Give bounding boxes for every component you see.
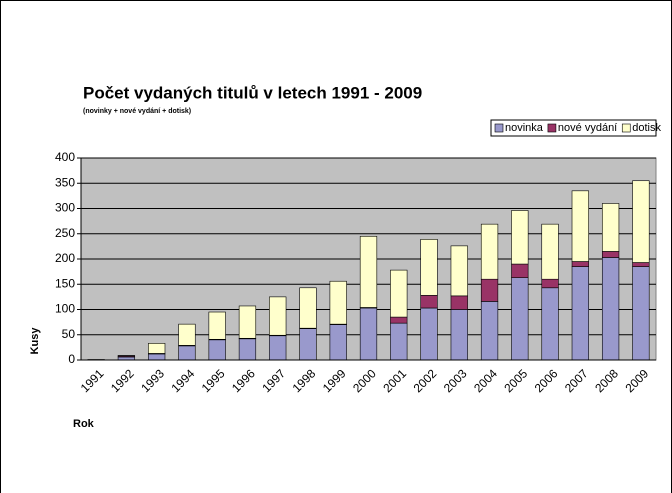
- bar-segment: [420, 239, 438, 296]
- y-tick-label: 300: [55, 201, 75, 215]
- bar-segment: [541, 287, 559, 361]
- x-tick-label: 1996: [229, 366, 258, 395]
- bar-segment: [480, 301, 499, 361]
- bar-segment: [208, 339, 226, 361]
- bar-segment: [390, 322, 408, 361]
- bar-segment: [450, 309, 468, 361]
- x-tick-label: 2000: [350, 366, 379, 395]
- chart-subtitle: (novinky + nové vydání + dotisk): [83, 108, 191, 115]
- x-tick-label: 2001: [380, 366, 409, 395]
- legend-swatch: [547, 123, 557, 133]
- bar-segment: [601, 251, 620, 258]
- x-tick-label: 2004: [471, 366, 500, 395]
- legend-label: dotisk: [632, 122, 661, 134]
- bar-segment: [601, 257, 620, 361]
- bar-segment: [541, 223, 559, 280]
- bar-segment: [541, 278, 559, 289]
- bar-segment: [480, 278, 499, 302]
- bar-segment: [450, 295, 468, 310]
- x-tick-label: 1993: [138, 366, 167, 395]
- bar-segment: [480, 223, 499, 280]
- y-axis-label: Kusy: [29, 327, 41, 355]
- x-tick-label: 2002: [411, 366, 440, 395]
- y-tick-label: 350: [55, 175, 75, 189]
- y-tick-label: 50: [62, 327, 76, 341]
- y-tick-label: 200: [55, 251, 75, 265]
- legend-label: novinka: [505, 122, 544, 134]
- legend-swatch: [494, 123, 504, 133]
- bar-segment: [299, 287, 317, 329]
- bar-segment: [571, 266, 589, 361]
- bar-segment: [208, 311, 226, 340]
- legend-box: [490, 119, 657, 137]
- bar-segment: [329, 280, 347, 325]
- x-tick-label: 2008: [592, 366, 621, 395]
- x-tick-label: 1995: [199, 366, 228, 395]
- bar-segment: [632, 180, 650, 263]
- bar-segment: [238, 305, 257, 339]
- bar-segment: [601, 203, 620, 252]
- y-tick-label: 150: [55, 276, 75, 290]
- bar-segment: [632, 262, 650, 267]
- bar-segment: [148, 353, 166, 361]
- x-tick-label: 1994: [169, 366, 198, 395]
- x-tick-label: 2007: [562, 366, 591, 395]
- bar-segment: [178, 345, 196, 361]
- legend-label: nové vydání: [558, 122, 617, 134]
- bar-segment: [571, 190, 589, 262]
- bar-segment: [359, 307, 378, 361]
- bar-segment: [511, 263, 529, 278]
- bar-segment: [359, 235, 378, 308]
- bar-segment: [511, 277, 529, 361]
- y-tick-label: 400: [55, 150, 75, 164]
- bar-segment: [450, 245, 468, 297]
- bar-segment: [269, 335, 287, 361]
- x-tick-label: 2003: [441, 366, 470, 395]
- bar-segment: [390, 316, 408, 324]
- bar-segment: [390, 269, 408, 318]
- bar-segment: [238, 338, 257, 361]
- x-tick-label: 1992: [108, 366, 137, 395]
- x-tick-label: 1991: [78, 366, 107, 395]
- y-tick-label: 0: [68, 352, 75, 366]
- x-tick-label: 1997: [259, 366, 288, 395]
- x-tick-label: 1999: [320, 366, 349, 395]
- x-tick-label: 1998: [290, 366, 319, 395]
- chart-title: Počet vydaných titulů v letech 1991 - 20…: [83, 83, 422, 102]
- bar-segment: [420, 307, 438, 361]
- legend-swatch: [621, 123, 631, 133]
- x-tick-label: 2009: [622, 366, 651, 395]
- bar-segment: [178, 323, 196, 346]
- bar-segment: [269, 296, 287, 336]
- bar-segment: [299, 328, 317, 361]
- bar-segment: [420, 295, 438, 309]
- x-tick-label: 2006: [532, 366, 561, 395]
- y-tick-label: 100: [55, 302, 75, 316]
- bar-segment: [511, 210, 529, 265]
- bar-segment: [148, 343, 166, 354]
- bar-segment: [571, 261, 589, 267]
- bar-segment: [329, 324, 347, 361]
- x-axis-label: Rok: [73, 418, 95, 430]
- y-tick-label: 250: [55, 226, 75, 240]
- x-tick-label: 2005: [501, 366, 530, 395]
- bar-segment: [117, 355, 136, 357]
- bar-segment: [632, 266, 650, 361]
